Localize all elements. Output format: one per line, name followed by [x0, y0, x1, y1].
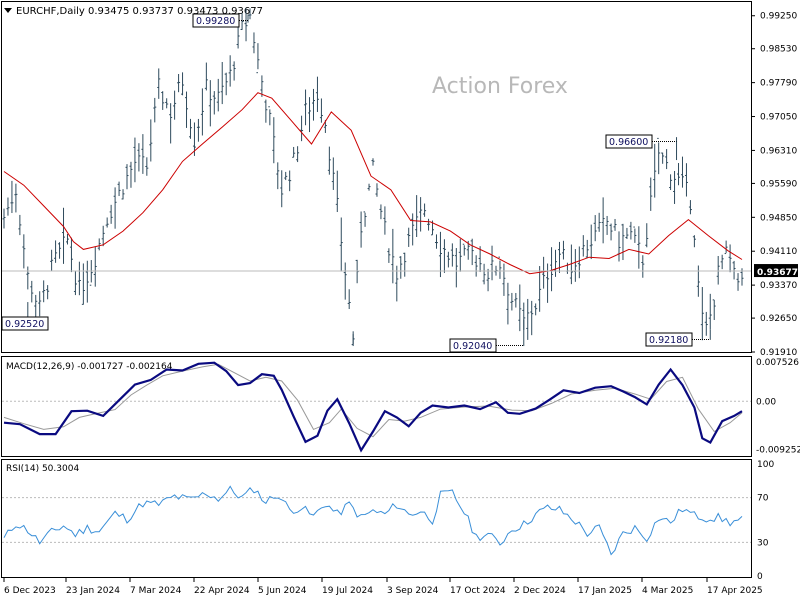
callout-box [1, 316, 49, 331]
x-tick-label: 2 Dec 2024 [514, 586, 566, 596]
x-tick-label: 6 Dec 2023 [4, 586, 56, 596]
watermark: Action Forex [432, 74, 568, 99]
ohlc-values: 0.93475 0.93737 0.93473 0.93677 [88, 6, 263, 17]
rsi-panel-frame [1, 459, 752, 578]
callout-label: 0.92520 [5, 319, 44, 330]
price-tick-label: 0.98530 [760, 45, 797, 55]
price-annotations: 0.93677 0.99280 0.96600 0.92180 0.92040 0.925… [1, 13, 798, 353]
macd-main-line [3, 361, 743, 453]
price-tick-label: 0.94850 [760, 213, 797, 223]
rsi-line [3, 485, 743, 556]
price-tick-label: 0.96310 [760, 146, 797, 156]
price-tick-label: 0.97790 [760, 79, 797, 89]
price-panel-frame [1, 1, 752, 353]
price-tick-label: 0.97050 [760, 113, 797, 123]
price-tick-label: 0.94110 [760, 247, 797, 257]
x-tick-label: 7 Mar 2024 [130, 586, 182, 596]
x-tick-label: 17 Oct 2024 [450, 586, 506, 596]
rsi-tick-label: 70 [757, 494, 769, 504]
x-tick-label: 22 Apr 2024 [194, 586, 250, 596]
macd-tick-label: -0.009252 [756, 445, 800, 455]
macd-panel-frame [1, 356, 752, 457]
price-tick-label: 0.92650 [760, 314, 797, 324]
x-tick-label: 19 Jul 2024 [322, 586, 373, 596]
rsi-label: RSI(14) 50.3004 [6, 464, 79, 474]
time-axis: 6 Dec 2023 23 Jan 2024 7 Mar 2024 22 Apr 20… [3, 578, 763, 596]
price-tick-label: 0.95590 [760, 179, 797, 189]
ma-line [3, 92, 743, 275]
x-tick-label: 3 Sep 2024 [387, 586, 439, 596]
price-axis: 0.99250 0.98530 0.97790 0.97050 0.96310 0.955… [751, 12, 797, 358]
x-tick-label: 17 Apr 2025 [707, 586, 763, 596]
rsi-indicator: 100 70 30 0 [2, 460, 774, 582]
macd-tick-label: 0.007526 [756, 358, 799, 368]
current-price-box [754, 264, 798, 278]
rsi-tick-label: 0 [757, 572, 763, 582]
price-bars [2, 8, 744, 347]
callout-label: 0.96600 [609, 137, 648, 148]
callout-label: 0.92040 [453, 341, 492, 352]
x-tick-label: 5 Jun 2024 [258, 586, 307, 596]
symbol-label: EURCHF,Daily [16, 6, 85, 17]
callout-label: 0.92180 [649, 335, 688, 346]
macd-signal-line [3, 363, 743, 438]
macd-indicator: 0.007526 0.00 -0.009252 [2, 358, 800, 455]
dropdown-triangle-icon[interactable] [4, 8, 12, 13]
moving-average [3, 92, 743, 275]
price-tick-label: 0.93370 [760, 281, 797, 291]
price-tick-label: 0.91910 [760, 348, 797, 358]
x-tick-label: 4 Mar 2025 [642, 586, 693, 596]
x-tick-label: 17 Jan 2025 [578, 586, 632, 596]
rsi-tick-label: 100 [757, 460, 774, 470]
current-price-label: 0.93677 [757, 268, 798, 278]
price-tick-label: 0.99250 [760, 12, 797, 22]
macd-label: MACD(12,26,9) -0.001727 -0.002164 [6, 362, 173, 372]
macd-tick-label: 0.00 [756, 397, 776, 407]
x-tick-label: 23 Jan 2024 [66, 586, 120, 596]
rsi-tick-label: 30 [757, 538, 769, 548]
callout-label: 0.99280 [196, 16, 235, 27]
